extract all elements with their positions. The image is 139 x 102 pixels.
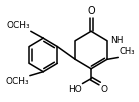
Text: OCH₃: OCH₃ xyxy=(6,21,30,30)
Text: O: O xyxy=(101,85,108,94)
Text: NH: NH xyxy=(110,36,123,45)
Text: O: O xyxy=(87,6,95,17)
Text: OCH₃: OCH₃ xyxy=(5,77,29,86)
Text: HO: HO xyxy=(68,85,81,94)
Text: CH₃: CH₃ xyxy=(119,47,135,56)
